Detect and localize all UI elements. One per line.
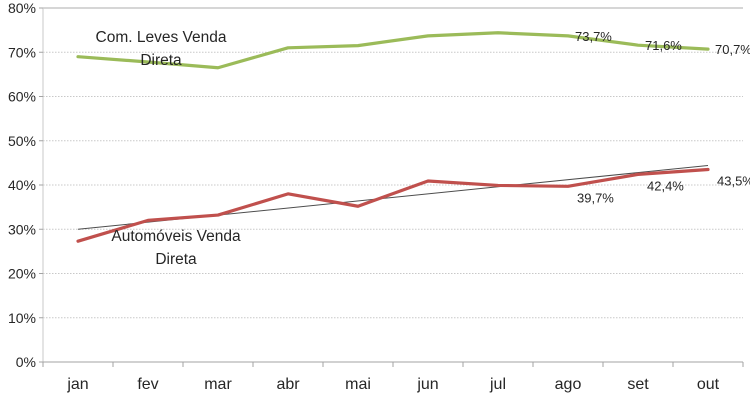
series-line — [76, 31, 710, 70]
y-axis-tick-label: 20% — [8, 266, 36, 282]
y-axis-tick-label: 70% — [8, 44, 36, 60]
x-axis-tick-label: ago — [555, 376, 582, 393]
data-label: 71,6% — [645, 38, 682, 53]
series-line — [76, 167, 710, 243]
series-annotation: Direta — [140, 52, 182, 69]
series-annotation: Com. Leves Venda — [96, 29, 227, 46]
data-label: 73,7% — [575, 29, 612, 44]
x-axis-tick-label: mai — [345, 376, 371, 393]
x-axis-tick-label: jul — [489, 376, 506, 393]
x-axis-tick-label: mar — [204, 376, 232, 393]
y-axis-tick-label: 10% — [8, 310, 36, 326]
x-axis-tick-label: out — [697, 376, 720, 393]
y-axis-tick-label: 50% — [8, 133, 36, 149]
x-axis-tick-label: abr — [276, 376, 300, 393]
series-annotation: Automóveis Venda — [111, 228, 241, 245]
x-axis-tick-label: jun — [416, 376, 438, 393]
series-annotation: Direta — [155, 251, 197, 268]
y-axis-tick-label: 0% — [16, 354, 36, 370]
data-label: 39,7% — [577, 190, 614, 205]
x-axis-tick-label: fev — [137, 376, 158, 393]
data-label: 42,4% — [647, 178, 684, 193]
data-label: 43,5% — [717, 174, 750, 189]
y-axis-tick-label: 80% — [8, 0, 36, 16]
data-label: 70,7% — [715, 42, 750, 57]
x-axis-tick-label: jan — [66, 376, 88, 393]
x-axis-tick-label: set — [627, 376, 649, 393]
y-axis-tick-label: 40% — [8, 177, 36, 193]
y-axis-tick-label: 30% — [8, 221, 36, 237]
y-axis-tick-label: 60% — [8, 89, 36, 105]
